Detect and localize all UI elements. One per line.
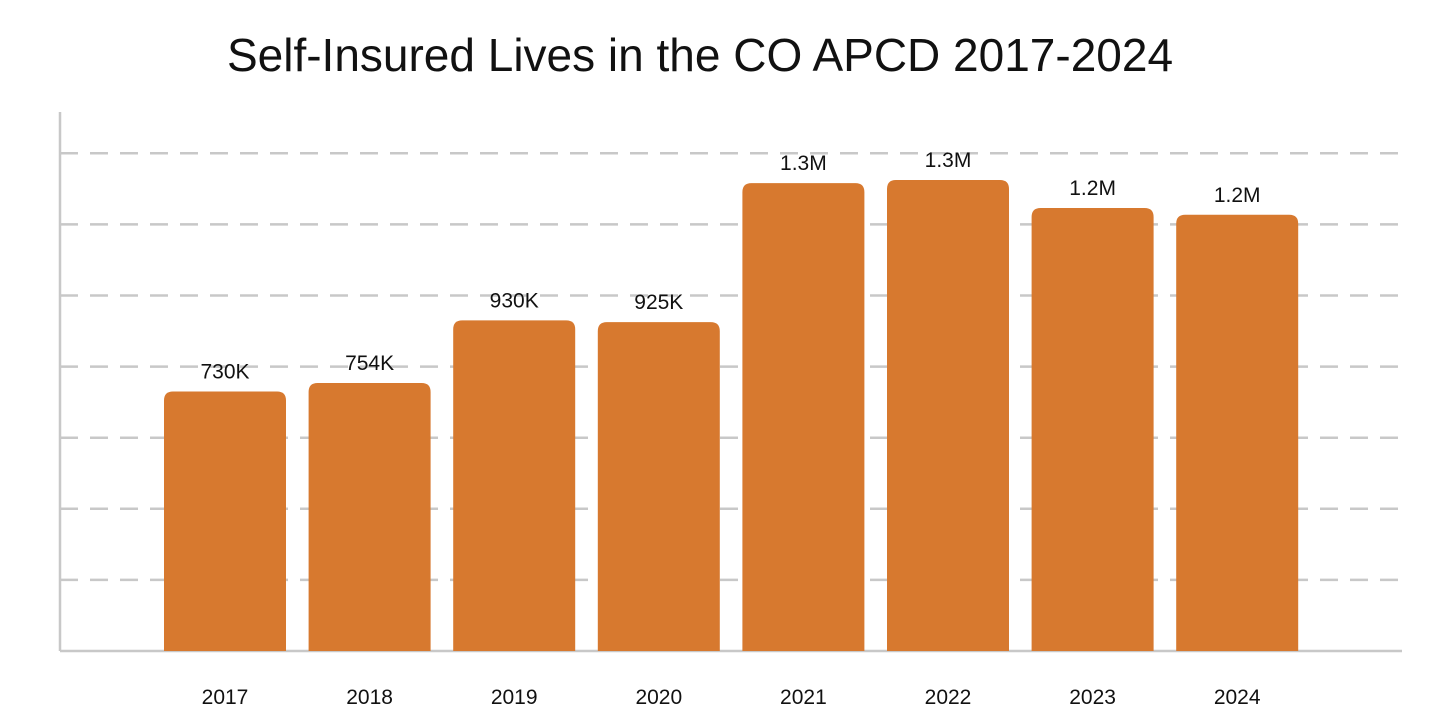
data-label-2024: 1.2M [1214, 184, 1261, 207]
data-labels: 730K 754K 930K 925K 1.3M 1.3M 1.2M 1.2M [200, 149, 1260, 384]
x-tick-label-2020: 2020 [635, 686, 682, 709]
data-label-2018: 754K [345, 352, 394, 375]
data-label-2022: 1.3M [925, 149, 972, 172]
x-tick-label-2022: 2022 [925, 686, 972, 709]
x-tick-label-2019: 2019 [491, 686, 538, 709]
bar-2017 [164, 391, 286, 651]
x-tick-label-2024: 2024 [1214, 686, 1261, 709]
x-tick-label-2018: 2018 [346, 686, 393, 709]
x-tick-labels: 2017 2018 2019 2020 2021 2022 2023 2024 [202, 686, 1261, 709]
bar-2020 [597, 322, 720, 651]
x-tick-label-2023: 2023 [1069, 686, 1116, 709]
data-label-2019: 930K [490, 289, 539, 312]
data-label-2023: 1.2M [1069, 177, 1116, 200]
data-label-2020: 925K [634, 291, 683, 314]
bar-2022 [887, 179, 1009, 651]
data-label-2021: 1.3M [780, 152, 827, 175]
bar-2018 [308, 382, 431, 651]
bar-2021 [742, 183, 865, 652]
x-tick-label-2017: 2017 [202, 686, 249, 709]
bars [164, 179, 1299, 652]
bar-2019 [453, 320, 576, 651]
chart-title: Self-Insured Lives in the CO APCD 2017-2… [226, 29, 1174, 81]
bar-2023 [1031, 208, 1154, 651]
data-label-2017: 730K [200, 360, 249, 383]
x-tick-label-2021: 2021 [780, 686, 827, 709]
bar-2024 [1176, 214, 1299, 651]
